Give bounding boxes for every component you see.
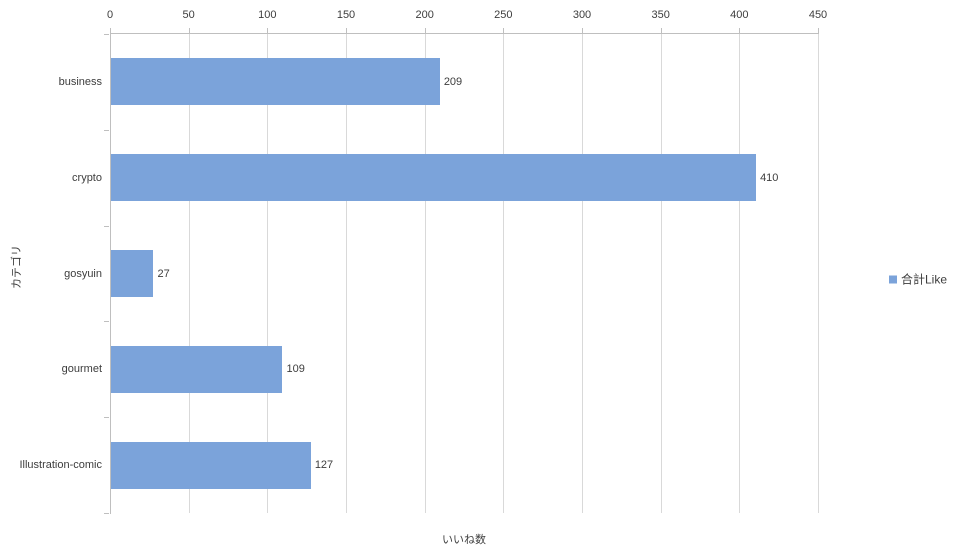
x-tick-mark [660, 28, 662, 33]
x-tick-mark [424, 28, 426, 33]
x-tick-mark [346, 28, 347, 33]
x-tick-mark [582, 28, 583, 33]
category-label: Illustration-comic [19, 459, 102, 472]
bar-gosyuin [111, 250, 154, 297]
x-tick-label: 0 [106, 9, 114, 21]
y-tick-mark [104, 513, 109, 514]
x-tick-label: 400 [730, 9, 749, 21]
category-label: crypto [72, 171, 102, 184]
value-label: 127 [314, 459, 334, 472]
x-tick-mark [267, 28, 269, 33]
category-label: gourmet [61, 363, 102, 376]
x-tick-label: 50 [182, 9, 195, 21]
bar-business [111, 58, 440, 106]
value-axis-line [110, 33, 819, 34]
x-gridline [424, 34, 426, 513]
y-tick-mark [104, 34, 109, 35]
x-gridline [267, 34, 269, 513]
x-gridline [818, 34, 819, 513]
category-label: business [58, 75, 102, 88]
value-label: 109 [286, 363, 305, 376]
x-tick-mark [503, 28, 505, 33]
x-tick-label: 200 [415, 9, 434, 21]
x-gridline [503, 34, 505, 513]
value-label: 209 [443, 75, 463, 88]
bar-illustration-comic [111, 441, 311, 489]
x-tick-label: 450 [808, 9, 828, 21]
legend: 合計Like [889, 271, 947, 288]
x-gridline [346, 34, 347, 513]
x-tick-mark [739, 28, 741, 33]
x-tick-label: 250 [494, 9, 513, 21]
y-tick-mark [104, 130, 109, 131]
category-label: gosyuin [64, 267, 102, 280]
x-gridline [739, 34, 741, 513]
x-tick-label: 150 [336, 9, 356, 21]
x-axis-title: いいね数 [442, 534, 486, 546]
x-tick-label: 100 [258, 9, 277, 21]
category-axis-line [110, 34, 111, 514]
x-tick-label: 350 [651, 9, 670, 21]
value-label: 27 [157, 267, 170, 280]
value-label: 410 [760, 171, 779, 184]
x-gridline [660, 34, 662, 513]
y-tick-mark [104, 417, 109, 418]
x-tick-label: 300 [572, 9, 592, 21]
y-axis-title: カテゴリ [11, 245, 23, 289]
x-gridline [582, 34, 583, 513]
x-tick-mark [188, 28, 190, 33]
bar-gourmet [111, 345, 283, 393]
bar-crypto [111, 154, 757, 202]
legend-series-label: 合計Like [901, 272, 948, 287]
x-gridline [188, 34, 190, 513]
legend-swatch-icon [889, 275, 897, 283]
x-tick-mark [818, 28, 819, 33]
y-tick-mark [104, 226, 109, 227]
y-tick-mark [104, 321, 109, 322]
x-tick-mark [110, 28, 111, 33]
